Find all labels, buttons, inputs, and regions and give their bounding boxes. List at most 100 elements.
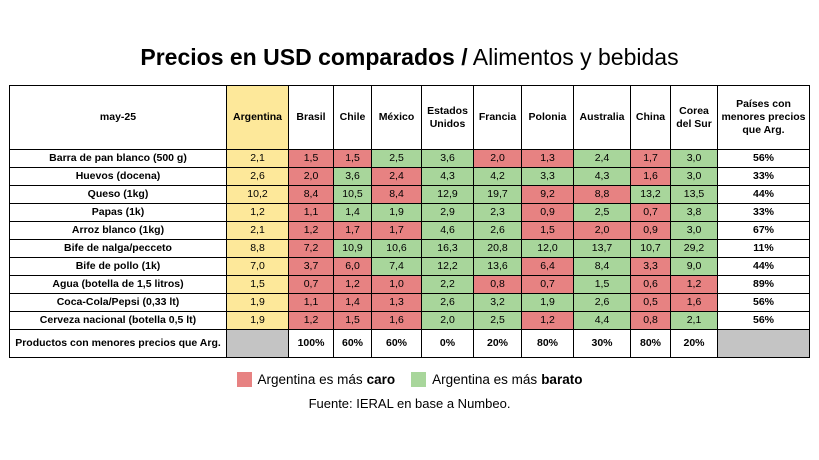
column-header: China [630,85,671,150]
argentina-value-cell: 1,9 [226,293,289,312]
table-row: Barra de pan blanco (500 g) 2,1 1,5 1,5 2,5 3… [9,149,810,168]
footer-value-cell: 0% [421,329,474,358]
share-cell: 33% [717,167,810,186]
value-cell: 4,3 [421,167,474,186]
footer-argentina-cell [226,329,289,358]
value-cell: 2,0 [288,167,334,186]
row-label: Barra de pan blanco (500 g) [9,149,227,168]
value-cell: 1,5 [573,275,631,294]
footer-label: Productos con menores precios que Arg. [9,329,227,358]
value-cell: 19,7 [473,185,522,204]
value-cell: 1,1 [288,203,334,222]
value-cell: 1,5 [288,149,334,168]
share-cell: 33% [717,203,810,222]
value-cell: 10,6 [371,239,422,258]
column-header: Corea del Sur [670,85,718,150]
value-cell: 1,6 [670,293,718,312]
share-cell: 56% [717,311,810,330]
value-cell: 1,4 [333,293,372,312]
value-cell: 2,6 [421,293,474,312]
column-header: Argentina [226,85,289,150]
value-cell: 13,6 [473,257,522,276]
value-cell: 12,9 [421,185,474,204]
row-label: Huevos (docena) [9,167,227,186]
value-cell: 10,5 [333,185,372,204]
footer-value-cell: 100% [288,329,334,358]
table-row: Papas (1k) 1,2 1,1 1,4 1,9 2,9 2,3 0,9 2,5 0,7 3,8… [9,203,810,222]
share-cell: 44% [717,257,810,276]
legend-caro-bold: caro [366,372,396,387]
value-cell: 8,4 [573,257,631,276]
value-cell: 2,3 [473,203,522,222]
share-cell: 67% [717,221,810,240]
row-label: Cerveza nacional (botella 0,5 lt) [9,311,227,330]
value-cell: 1,2 [333,275,372,294]
value-cell: 1,6 [371,311,422,330]
share-cell: 89% [717,275,810,294]
value-cell: 1,2 [288,221,334,240]
value-cell: 2,1 [670,311,718,330]
value-cell: 8,4 [371,185,422,204]
share-cell: 56% [717,149,810,168]
legend: Argentina es más caro Argentina es más bar… [0,372,819,387]
row-label: Bife de pollo (1k) [9,257,227,276]
argentina-value-cell: 1,2 [226,203,289,222]
table-row: Queso (1kg) 10,2 8,4 10,5 8,4 12,9 19,7 9,2 8,8 1… [9,185,810,204]
value-cell: 7,4 [371,257,422,276]
share-header: Países con menores precios que Arg. [717,85,810,150]
value-cell: 3,6 [421,149,474,168]
row-label: Queso (1kg) [9,185,227,204]
footer-value-cell: 20% [473,329,522,358]
value-cell: 0,8 [473,275,522,294]
table-row: Arroz blanco (1kg) 2,1 1,2 1,7 1,7 4,6 2,6 1,5 2… [9,221,810,240]
value-cell: 2,5 [473,311,522,330]
value-cell: 3,0 [670,221,718,240]
share-cell: 44% [717,185,810,204]
column-header: Australia [573,85,631,150]
value-cell: 1,0 [371,275,422,294]
legend-barato-prefix: Argentina es más [432,372,538,387]
value-cell: 4,4 [573,311,631,330]
value-cell: 10,7 [630,239,671,258]
value-cell: 6,4 [521,257,574,276]
value-cell: 1,2 [521,311,574,330]
value-cell: 12,0 [521,239,574,258]
value-cell: 1,5 [333,311,372,330]
value-cell: 2,9 [421,203,474,222]
header-row: may-25 Argentina Brasil Chile México Estados… [9,85,810,150]
value-cell: 8,8 [573,185,631,204]
value-cell: 3,8 [670,203,718,222]
value-cell: 13,5 [670,185,718,204]
value-cell: 2,5 [371,149,422,168]
value-cell: 0,7 [630,203,671,222]
value-cell: 1,2 [288,311,334,330]
value-cell: 16,3 [421,239,474,258]
column-header: Polonia [521,85,574,150]
value-cell: 12,2 [421,257,474,276]
value-cell: 1,5 [521,221,574,240]
table-row: Bife de pollo (1k) 7,0 3,7 6,0 7,4 12,2 13,6 6,… [9,257,810,276]
value-cell: 3,0 [670,167,718,186]
row-label: Papas (1k) [9,203,227,222]
value-cell: 2,6 [573,293,631,312]
value-cell: 0,5 [630,293,671,312]
value-cell: 0,7 [288,275,334,294]
value-cell: 3,3 [630,257,671,276]
title-regular: Alimentos y bebidas [472,44,679,70]
table-row: Bife de nalga/pecceto 8,8 7,2 10,9 10,6 16,3 2… [9,239,810,258]
source-note: Fuente: IERAL en base a Numbeo. [308,396,511,411]
value-cell: 0,7 [521,275,574,294]
value-cell: 1,6 [630,167,671,186]
value-cell: 1,1 [288,293,334,312]
value-cell: 0,8 [630,311,671,330]
table-row: Coca-Cola/Pepsi (0,33 lt) 1,9 1,1 1,4 1,3 2,6… [9,293,810,312]
value-cell: 1,5 [333,149,372,168]
table-body: Barra de pan blanco (500 g) 2,1 1,5 1,5 2,5 3… [9,149,810,358]
legend-item-caro: Argentina es más caro [236,372,396,387]
value-cell: 2,4 [573,149,631,168]
price-table: may-25 Argentina Brasil Chile México Estados… [9,85,810,358]
footer-value-cell: 60% [333,329,372,358]
value-cell: 1,9 [371,203,422,222]
value-cell: 1,3 [521,149,574,168]
value-cell: 20,8 [473,239,522,258]
